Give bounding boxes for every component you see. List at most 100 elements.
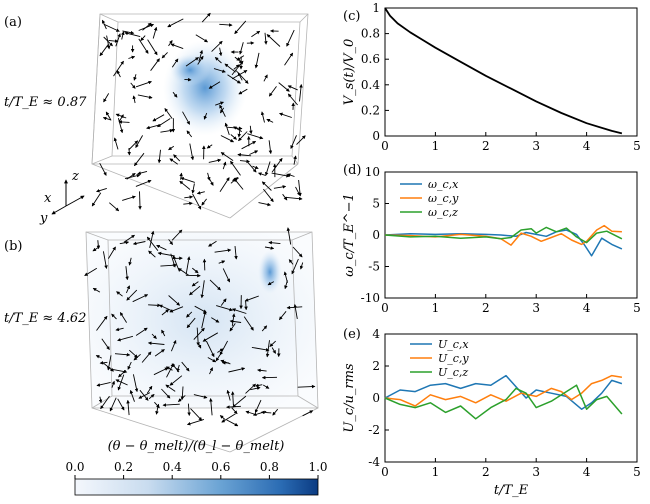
chart-c-ytick-label: 0.4 [361, 78, 380, 92]
velocity-arrow [109, 202, 120, 212]
velocity-arrow [165, 384, 176, 392]
velocity-arrow [231, 407, 238, 415]
velocity-arrow [115, 113, 127, 119]
velocity-arrow [108, 246, 116, 259]
velocity-arrow [198, 49, 203, 62]
chart-d-legend-label: ω_c,y [428, 192, 459, 205]
panel-a-velocity-arrows [91, 12, 306, 212]
triad-x-label: x [44, 191, 52, 206]
chart-c-ytick-label: 0.2 [361, 103, 380, 117]
velocity-arrow [233, 64, 240, 70]
velocity-arrow [169, 158, 179, 165]
velocity-arrow [115, 379, 128, 386]
velocity-arrow [230, 177, 239, 184]
chart-e-legend-label: U_c,x [438, 338, 469, 351]
velocity-arrow [206, 144, 213, 149]
velocity-arrow [147, 341, 165, 345]
triad-z-label: z [71, 169, 79, 184]
velocity-arrow [236, 55, 245, 61]
velocity-arrow [214, 56, 222, 64]
velocity-arrow [230, 160, 241, 176]
velocity-arrow [117, 117, 124, 134]
velocity-arrow [220, 135, 235, 143]
velocity-arrow [102, 116, 111, 121]
velocity-arrow [117, 398, 125, 411]
velocity-arrow [244, 300, 248, 311]
velocity-arrow [186, 311, 193, 318]
chart-d-xtick-label: 2 [482, 301, 490, 315]
velocity-arrow [271, 157, 283, 173]
velocity-arrow [184, 195, 194, 199]
velocity-arrow [286, 173, 295, 177]
velocity-arrow [208, 158, 222, 163]
velocity-arrow [299, 84, 303, 102]
velocity-arrow [279, 311, 287, 321]
velocity-arrow [211, 317, 220, 323]
velocity-arrow [113, 60, 124, 77]
velocity-arrow [273, 185, 287, 189]
chart-d-xtick-label: 0 [381, 301, 389, 315]
velocity-arrow [153, 367, 169, 376]
velocity-arrow [128, 140, 139, 151]
velocity-arrow [208, 81, 221, 89]
colorbar: (θ − θ_melt)/(θ_l − θ_melt) 0.0 0.2 0.4 0.6… [65, 439, 328, 496]
velocity-arrow [297, 384, 316, 389]
chart-d-legend-label: ω_c,z [428, 206, 458, 219]
velocity-arrow [241, 141, 257, 150]
velocity-arrow [201, 198, 207, 206]
velocity-arrow [197, 55, 204, 65]
velocity-arrow [224, 122, 230, 136]
velocity-arrow [99, 361, 108, 365]
velocity-arrow [271, 172, 290, 178]
velocity-arrow [111, 380, 115, 388]
chart-e-xtick-label: 3 [532, 465, 540, 479]
velocity-arrow [238, 131, 248, 142]
chart-d-series-cz [384, 226, 623, 244]
panel-a-time-label: t/T_E ≈ 0.87 [4, 95, 87, 110]
velocity-arrow [219, 104, 226, 117]
velocity-arrow [245, 410, 257, 416]
velocity-arrow [92, 246, 100, 252]
velocity-arrow [161, 309, 170, 316]
velocity-arrow [152, 114, 165, 122]
velocity-arrow [214, 248, 232, 253]
velocity-arrow [183, 201, 193, 206]
velocity-arrow [176, 364, 180, 373]
chart-e-xtick-label: 1 [432, 465, 440, 479]
velocity-arrow [119, 114, 124, 122]
velocity-arrow [196, 327, 200, 346]
velocity-arrow [192, 193, 202, 210]
velocity-arrow [220, 152, 234, 161]
velocity-arrow [126, 289, 138, 301]
panel-a-volume [91, 12, 309, 219]
velocity-arrow [264, 246, 275, 250]
velocity-arrow [264, 32, 268, 45]
velocity-arrow [286, 305, 303, 310]
velocity-arrow [152, 26, 158, 39]
velocity-arrow [226, 419, 239, 427]
chart-c: 0 1 2 3 4 5 0 0.2 0.4 0.6 0.8 1 V_s(t)/V_0 [342, 1, 641, 153]
velocity-arrow [132, 241, 146, 246]
velocity-arrow [161, 388, 171, 399]
chart-e-ytick-label: -4 [368, 455, 380, 469]
velocity-arrow [246, 161, 257, 173]
velocity-arrow [185, 57, 199, 67]
velocity-arrow [230, 134, 237, 140]
colorbar-tick-label: 0.0 [65, 460, 84, 474]
velocity-arrow [215, 101, 224, 106]
velocity-arrow [268, 140, 273, 155]
velocity-arrow [283, 271, 288, 283]
velocity-arrow [257, 368, 267, 373]
axes-triad: z x y [39, 169, 85, 226]
velocity-arrow [101, 19, 107, 30]
velocity-arrow [124, 173, 141, 180]
velocity-arrow [164, 108, 173, 119]
velocity-arrow [190, 408, 203, 421]
velocity-arrow [191, 281, 199, 287]
velocity-arrow [239, 42, 244, 55]
velocity-arrow [234, 20, 247, 35]
velocity-arrow [211, 40, 223, 52]
velocity-arrow [218, 47, 223, 57]
velocity-arrow [221, 413, 236, 423]
